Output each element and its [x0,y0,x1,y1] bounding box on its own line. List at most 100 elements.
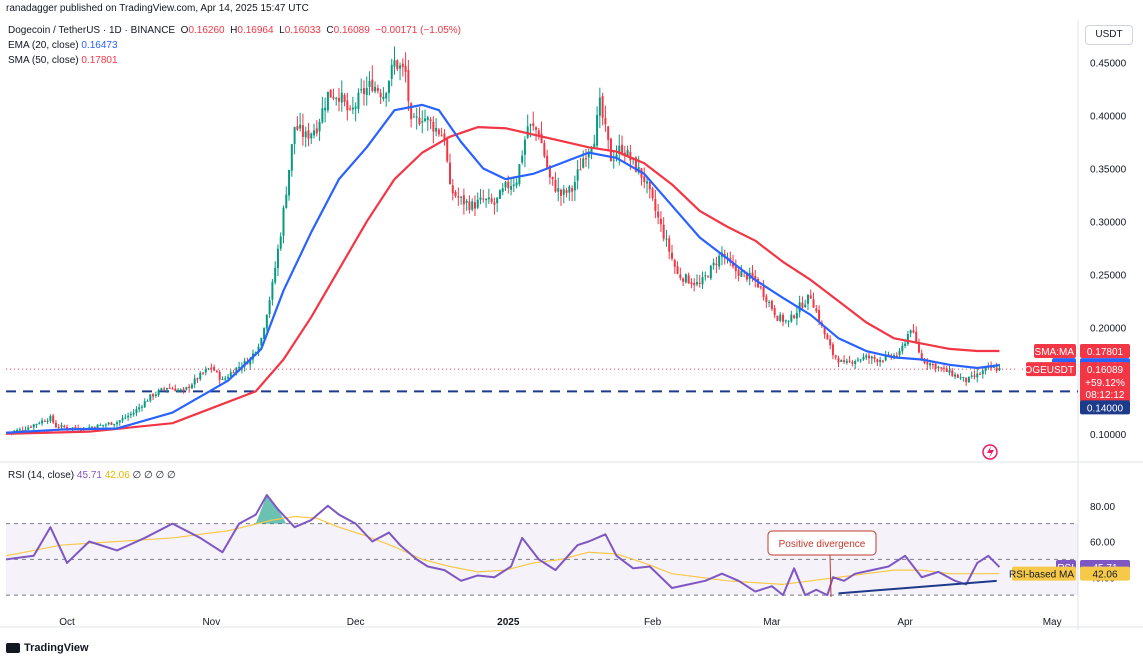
candle-body [326,91,329,111]
candle-body [801,302,804,308]
divergence-trendline[interactable] [838,579,997,595]
candle-body [662,224,665,239]
candle-body [182,388,185,390]
candle-body [38,423,41,425]
candle-body [682,278,685,282]
candle-body [779,314,782,321]
candle-body [754,276,757,280]
tradingview-logo[interactable]: TradingView [6,642,89,654]
candle-body [249,358,252,365]
candle-body [307,130,310,139]
ohlc-open: 0.16260 [188,25,225,36]
rsi-legend[interactable]: RSI (14, close) 45.71 42.06 ∅ ∅ ∅ ∅ [8,470,176,481]
candle-body [41,420,44,424]
candle-body [449,162,451,184]
candle-body [984,367,987,371]
sma-price-tag-label: SMA:MA [1035,347,1075,358]
candle-body [382,96,385,99]
candle-body [496,197,499,204]
candle-body [293,126,296,145]
rsi-ma-line[interactable] [5,515,1000,586]
candle-body [529,124,532,126]
candle-body [426,117,429,121]
candle-body [554,179,557,192]
candle-body [648,181,651,190]
candle-body [909,330,912,334]
candle-body [951,370,954,377]
candle-body [948,369,951,373]
sma-50-line[interactable] [5,126,1000,435]
candle-body [71,427,74,429]
candle-body [976,373,979,378]
candle-body [665,238,668,240]
candle-body [965,377,968,383]
ema-20-line[interactable] [5,103,1000,434]
candle-body [160,388,163,391]
candle-body [338,97,340,102]
candle-body [221,378,224,380]
candle-body [929,363,932,366]
candle-body [279,236,282,249]
candle-body [854,361,857,364]
callout-pointer [829,554,832,598]
candle-body [757,279,760,288]
price-axis-label: 0.20000 [1090,324,1127,335]
candle-body [876,359,879,363]
sma-legend[interactable]: SMA (50, close) 0.17801 [8,55,118,66]
time-axis-label: Mar [763,617,781,628]
candle-body [521,155,524,163]
candle-body [695,282,698,285]
candle-body [437,129,440,135]
time-axis-label: Dec [347,617,365,628]
candle-body [998,368,1001,371]
candle-body [96,424,99,429]
candle-body [604,117,607,125]
currency-button[interactable]: USDT [1085,25,1133,45]
candle-body [507,181,510,189]
candle-body [154,394,157,397]
candle-body [188,386,191,389]
candle-body [460,196,463,198]
symbol-title[interactable]: Dogecoin / TetherUS · 1D · BINANCE [8,25,176,36]
candle-body [879,359,882,363]
candle-body [482,198,485,200]
candle-body [546,155,549,168]
price-axis-label: 0.25000 [1090,271,1127,282]
candle-body [576,169,579,181]
candle-body [804,304,807,308]
candle-body [365,87,368,96]
candle-body [718,255,721,267]
candle-body [790,314,793,322]
candle-body [229,372,232,377]
candle-body [848,360,851,362]
candle-body [526,126,529,138]
candle-body [765,296,768,303]
candle-body [815,308,818,312]
candle-body [931,364,934,366]
candle-body [751,272,754,278]
ema-legend[interactable]: EMA (20, close) 0.16473 [8,40,118,51]
candle-body [185,387,188,390]
candle-body [962,377,965,379]
candle-body [923,359,926,363]
rsi-axis-label: 80.00 [1090,502,1115,513]
candle-body [970,375,973,377]
divergence-callout-box[interactable] [767,530,877,556]
candle-body [493,202,496,205]
candle-body [93,427,96,429]
candle-body [651,188,654,199]
sma-legend-value: 0.17801 [81,55,118,66]
alert-lightning-icon[interactable] [982,444,998,460]
candle-body [979,374,982,376]
last-price-box [1080,362,1130,403]
rsi-line[interactable] [5,494,1001,597]
candle-body [904,343,907,346]
candle-body [310,133,313,139]
candle-body [956,374,959,378]
candle-body [687,275,690,284]
candle-body [165,388,168,390]
candle-body [49,415,52,422]
symbol-tag-label: DOGEUSDT [1017,365,1074,376]
candle-body [443,133,446,141]
